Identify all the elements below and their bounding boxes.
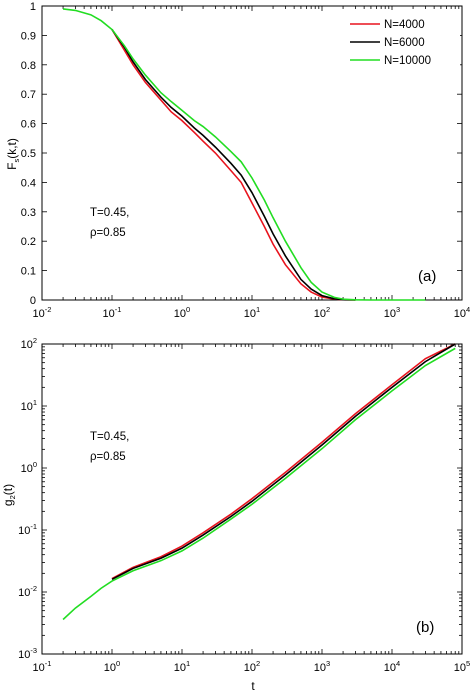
panel-b-annotation-line1: T=0.45,	[90, 431, 129, 443]
panel-a-xtick-label: 10-2	[33, 305, 52, 320]
panel-b-xtick-label: 102	[244, 659, 260, 674]
panel-a-legend-label: N=10000	[384, 55, 431, 67]
panel-b-xtick-label: 10-1	[33, 659, 52, 674]
panel-a-xtick-label: 101	[244, 305, 260, 320]
panel-b-xtick-label: 101	[174, 659, 190, 674]
panel-a-ytick-label: 0.4	[21, 177, 36, 189]
panel-a-ytick-label: 0.1	[21, 266, 36, 278]
panel-a-series-n-6000	[111, 29, 356, 301]
panel-b-ytick-label: 10-1	[18, 522, 37, 537]
panel-a-xtick-label: 10-1	[103, 305, 122, 320]
panel-b-series-n-10000	[62, 347, 456, 621]
panel-b-ytick-label: 10-2	[18, 584, 37, 599]
panel-b-series-n-4000	[111, 343, 456, 580]
panel-a-xtick-label: 100	[174, 305, 190, 320]
panel-b-xtick-label: 105	[454, 659, 470, 674]
panel-a-series-n-4000	[111, 29, 356, 301]
panel-a-ytick-label: 0.5	[21, 148, 36, 160]
panel-b-xtick-label: 100	[104, 659, 120, 674]
panel-a-legend-label: N=6000	[384, 37, 425, 49]
panel-a-ytick-label: 1	[30, 1, 36, 13]
panel-b-annotation-line2: ρ=0.85	[90, 451, 126, 463]
panel-b-xtick-label: 104	[384, 659, 400, 674]
panel-a-annotation-line2: ρ=0.85	[90, 227, 126, 239]
panel-a-ytick-label: 0.8	[21, 60, 36, 72]
panel-a-xtick-label: 103	[384, 305, 400, 320]
panel-b-ytick-label: 10-3	[18, 646, 37, 661]
panel-b-xlabel: t	[251, 679, 255, 692]
panel-b-plot: 10-1 100 101 102 103 104 105 10-3 10-2 10-1 100 101…	[1, 336, 470, 692]
panel-b-panel-label: (b)	[416, 619, 434, 636]
panel-b-ticks: 10-1 100 101 102 103 104 105 10-3 10-2 10-1 100 101…	[18, 336, 470, 674]
panel-a-plot: 10-2 10-1 100 101 102 103 104 0 0.1 0.2 0.3 0.4 0.5 0…	[5, 1, 470, 320]
panel-a-series-n-10000	[62, 8, 426, 301]
panel-a-xtick-label: 104	[454, 305, 470, 320]
panel-a-ytick-label: 0.2	[21, 236, 36, 248]
panel-a-ytick-label: 0.7	[21, 89, 36, 101]
panel-b-ytick-label: 102	[21, 336, 37, 351]
panel-b-series-n-6000	[111, 343, 456, 581]
panel-a-series	[62, 8, 426, 301]
panel-a-legend-bg	[344, 10, 460, 72]
panel-b-ytick-label: 101	[21, 398, 37, 413]
panel-a-ytick-label: 0	[30, 295, 36, 307]
panel-b-ylabel: g2(t)	[1, 484, 17, 506]
panel-a-legend: N=4000 N=6000 N=10000	[344, 10, 460, 72]
panel-a-ticks: 10-2 10-1 100 101 102 103 104 0 0.1 0.2 0.3 0.4 0.5 0…	[21, 1, 471, 320]
panel-a-legend-label: N=4000	[384, 19, 425, 31]
panel-a-ytick-label: 0.9	[21, 30, 36, 42]
panel-a-xtick-label: 102	[314, 305, 330, 320]
panel-b-ytick-label: 100	[21, 460, 37, 475]
panel-a-ytick-label: 0.6	[21, 119, 36, 131]
panel-a-panel-label: (a)	[418, 268, 436, 285]
panel-a-ylabel: Fs(k,t)	[5, 138, 21, 170]
panel-a-annotation-line1: T=0.45,	[90, 207, 129, 219]
panel-a-ytick-label: 0.3	[21, 207, 36, 219]
panel-b-series	[62, 343, 456, 621]
panel-b-xtick-label: 103	[314, 659, 330, 674]
